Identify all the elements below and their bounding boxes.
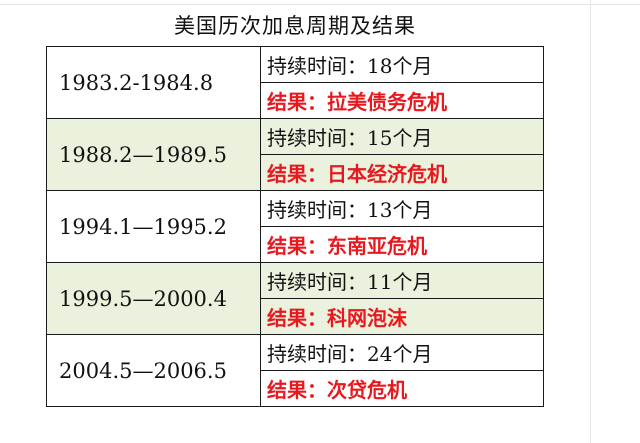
table-row: 1999.5—2000.4 持续时间：11个月	[46, 262, 544, 335]
table-title: 美国历次加息周期及结果	[174, 14, 416, 38]
duration-cell: 持续时间：18个月	[260, 46, 544, 83]
result-cell: 结果：次贷危机	[260, 370, 544, 407]
rate-hike-table: 1983.2-1984.8 持续时间：18个月 结果：拉美债务危机 1988.2…	[46, 46, 544, 407]
duration-value: 13个月	[367, 198, 433, 222]
duration-value: 15个月	[367, 126, 433, 150]
table-row: 结果：科网泡沫	[47, 298, 544, 335]
table-row: 1983.2-1984.8 持续时间：18个月	[46, 46, 544, 119]
result-cell: 结果：拉美债务危机	[260, 82, 544, 119]
table-row: 结果：日本经济危机	[47, 154, 544, 191]
duration-value: 24个月	[367, 342, 433, 366]
table-row: 1994.1—1995.2 持续时间：13个月	[46, 190, 544, 263]
period-cell: 1999.5—2000.4	[46, 262, 261, 335]
period-cell: 1983.2-1984.8	[46, 46, 261, 119]
duration-label: 持续时间：	[267, 54, 367, 78]
grid-line	[590, 0, 591, 443]
duration-label: 持续时间：	[267, 342, 367, 366]
result-cell: 结果：科网泡沫	[260, 298, 544, 335]
table-row: 1988.2—1989.5 持续时间：15个月	[46, 118, 544, 191]
period-cell: 2004.5—2006.5	[46, 334, 261, 407]
duration-cell: 持续时间：24个月	[260, 334, 544, 371]
table-row: 结果：东南亚危机	[47, 226, 544, 263]
duration-label: 持续时间：	[267, 270, 367, 294]
period-cell: 1988.2—1989.5	[46, 118, 261, 191]
table-row: 结果：次贷危机	[47, 370, 544, 407]
grid-line	[0, 4, 640, 5]
result-cell: 结果：日本经济危机	[260, 154, 544, 191]
duration-value: 11个月	[367, 270, 433, 294]
duration-value: 18个月	[367, 54, 433, 78]
result-cell: 结果：东南亚危机	[260, 226, 544, 263]
table-row: 结果：拉美债务危机	[47, 82, 544, 119]
duration-cell: 持续时间：11个月	[260, 262, 544, 299]
duration-label: 持续时间：	[267, 198, 367, 222]
duration-cell: 持续时间：15个月	[260, 118, 544, 155]
duration-cell: 持续时间：13个月	[260, 190, 544, 227]
duration-label: 持续时间：	[267, 126, 367, 150]
table-row: 2004.5—2006.5 持续时间：24个月	[46, 334, 544, 407]
period-cell: 1994.1—1995.2	[46, 190, 261, 263]
